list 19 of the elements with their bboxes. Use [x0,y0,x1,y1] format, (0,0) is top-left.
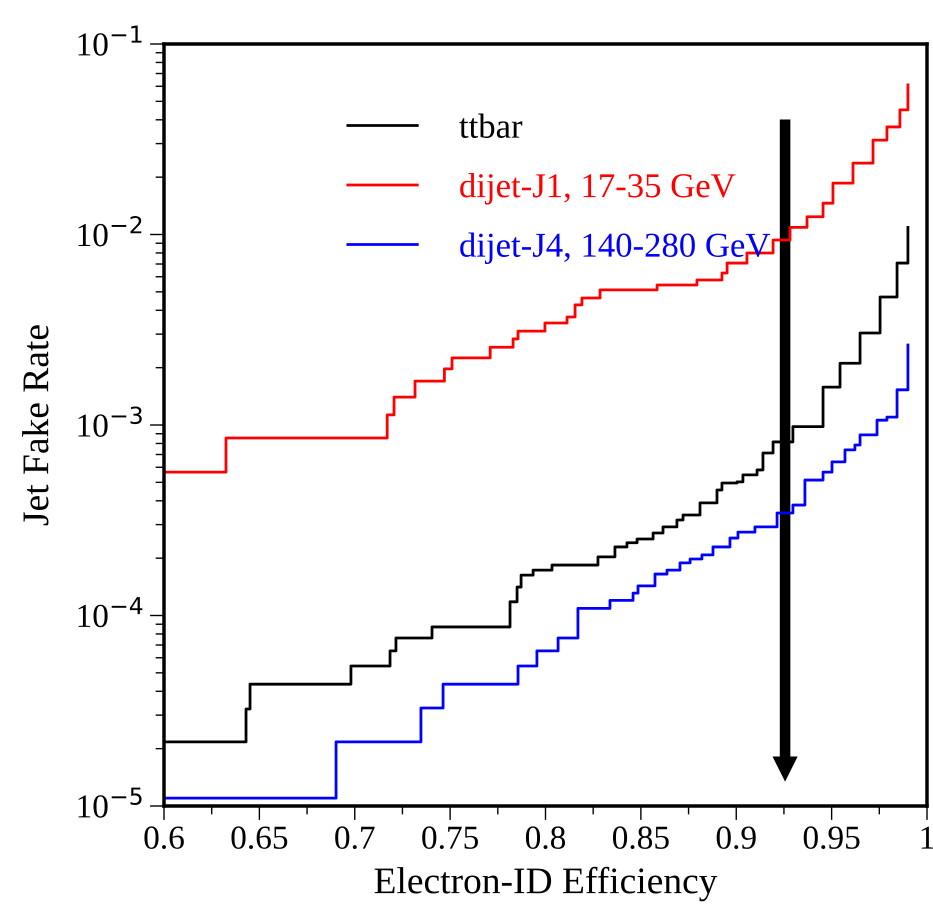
x-axis-title: Electron-ID Efficiency [374,866,718,902]
y-tick-label: 10$^{−5}$ [78,788,142,818]
x-tick-label: 0.85 [612,826,669,850]
y-tick-label: 10$^{−1}$ [78,26,142,56]
y-tick-label: 10$^{−3}$ [78,406,142,437]
y-tick-label: 10$^{−2}$ [78,216,142,246]
x-tick-label: 0.65 [231,826,288,850]
y-axis-title: Jet Fake Rate [22,325,48,526]
legend-label: dijet-J1, 17-35 GeV [460,173,736,205]
x-tick-label: 0.8 [526,826,566,850]
x-tick-label: 0.95 [804,826,860,850]
x-tick-label: 0.75 [422,826,478,850]
y-tick-label: 10$^{−4}$ [78,597,142,628]
legend-label: dijet-J4, 140-280 GeV [460,232,770,264]
x-tick-label: 1 [922,826,933,849]
x-tick-label: 0.6 [144,826,184,850]
legend-label: ttbar [459,114,522,138]
x-tick-label: 0.7 [335,826,375,850]
x-tick-label: 0.9 [716,826,756,850]
